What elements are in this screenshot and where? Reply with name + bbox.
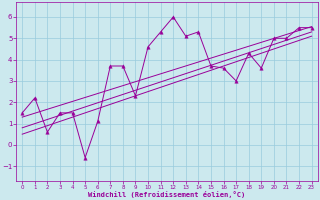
- X-axis label: Windchill (Refroidissement éolien,°C): Windchill (Refroidissement éolien,°C): [88, 191, 245, 198]
